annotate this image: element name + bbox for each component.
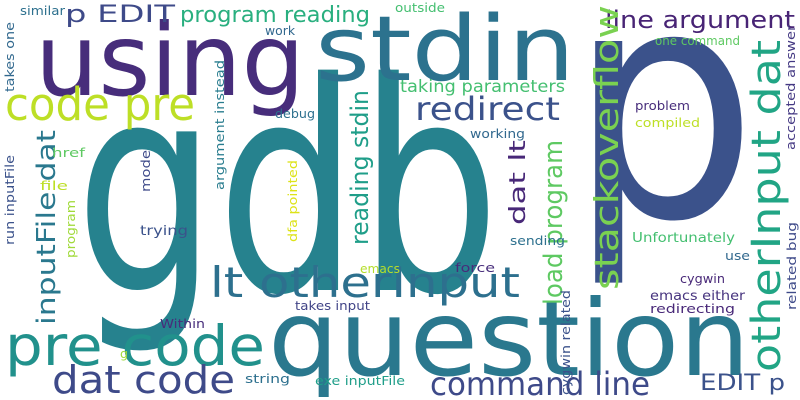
word: mode: [139, 150, 153, 192]
word: accepted answer: [784, 25, 798, 150]
word: lt otherInput: [210, 258, 520, 307]
word: dat lt: [506, 139, 531, 225]
word: takes one: [3, 22, 17, 92]
word: string: [245, 372, 290, 386]
word: file: [40, 179, 68, 193]
word: exe inputFile: [315, 374, 405, 388]
word: one command: [655, 34, 740, 48]
word: sending: [510, 234, 565, 248]
word: Within: [160, 317, 205, 331]
word: program: [64, 200, 78, 258]
word: debug: [275, 107, 315, 121]
word: question: [268, 278, 750, 400]
word: command line: [430, 365, 650, 400]
word: work: [265, 24, 295, 38]
word: using: [35, 2, 305, 119]
word: outside: [395, 1, 445, 15]
word: trying: [140, 224, 188, 239]
word: cygwin: [680, 272, 725, 286]
word: force: [455, 261, 495, 275]
word: gdb: [75, 22, 500, 359]
word: reading stdin: [346, 90, 374, 245]
word: taking parameters: [400, 77, 565, 97]
word: compiled: [635, 116, 700, 130]
word: g: [120, 347, 128, 361]
word: dfa pointed: [286, 160, 300, 242]
word: takes input: [295, 299, 370, 313]
word: dat code: [52, 358, 235, 400]
word: EDIT p: [700, 371, 785, 396]
word: inputFile dat: [32, 130, 62, 325]
word: stdin: [315, 0, 575, 102]
word: emacs: [360, 262, 400, 276]
word: p: [568, 0, 758, 292]
word: similar: [20, 4, 65, 18]
word: p EDIT: [65, 0, 175, 28]
word: program reading: [180, 3, 370, 28]
word: load program: [539, 140, 569, 305]
word: Unfortunately: [632, 231, 735, 246]
word: argument instead: [213, 60, 227, 190]
word: stackoverflow: [587, 5, 626, 290]
word: href: [52, 146, 86, 160]
word: pre code: [5, 314, 265, 378]
word: use: [725, 249, 750, 263]
word: run inputFile: [3, 155, 17, 245]
word: redirect: [415, 90, 560, 128]
word: line argument: [605, 6, 795, 34]
word: code pre: [5, 78, 195, 131]
word: related bug: [785, 222, 799, 310]
word: working: [470, 127, 525, 141]
word: redirecting: [650, 302, 735, 316]
word: cygwin related: [559, 290, 573, 395]
word: emacs either: [650, 289, 746, 304]
word: problem: [635, 99, 690, 113]
word: otherInput dat: [744, 40, 790, 372]
